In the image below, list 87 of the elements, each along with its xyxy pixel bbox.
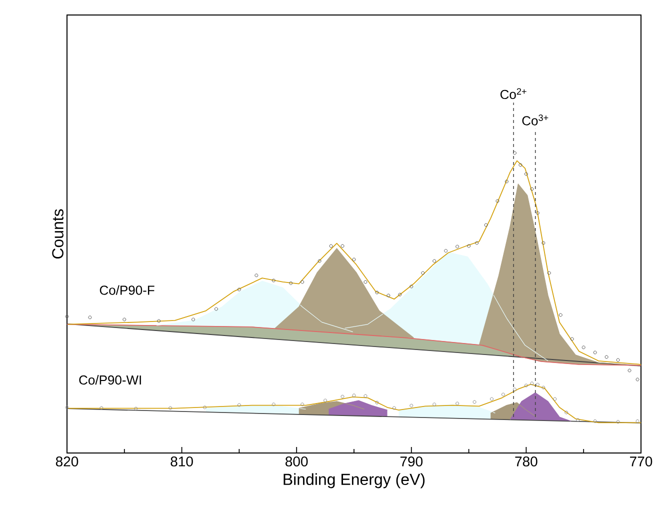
point (518, 163, 522, 167)
point (501, 392, 505, 396)
point (536, 211, 540, 215)
point (547, 271, 551, 275)
point (272, 278, 276, 282)
point (536, 382, 540, 386)
y-axis-title: Counts (52, 209, 64, 259)
point (214, 307, 218, 311)
point (576, 418, 580, 422)
point (300, 280, 304, 284)
point (134, 406, 138, 410)
point (467, 244, 471, 248)
point (364, 394, 368, 398)
point (398, 292, 402, 296)
point (100, 406, 104, 410)
point (157, 319, 161, 323)
point (530, 382, 534, 386)
point (392, 406, 396, 410)
point (254, 274, 258, 278)
point (616, 358, 620, 362)
annotation: Co/P90-WI (79, 375, 141, 385)
x-tick-label: 810 (170, 456, 193, 466)
point (628, 368, 632, 372)
point (352, 394, 356, 398)
point (512, 151, 516, 155)
point (237, 403, 241, 407)
point (570, 337, 574, 341)
point (432, 402, 436, 406)
point (364, 280, 368, 284)
point (564, 410, 568, 414)
point (272, 402, 276, 406)
point (558, 313, 562, 317)
point (375, 290, 379, 294)
point (604, 355, 608, 359)
point (496, 199, 500, 203)
point (410, 284, 414, 288)
point (593, 350, 597, 354)
point (542, 386, 546, 390)
point (504, 180, 508, 184)
point (318, 259, 322, 263)
point (65, 314, 69, 318)
point (300, 402, 304, 406)
x-tick-label: 800 (286, 456, 308, 466)
ref-line-label: Co$^{2+}$ (500, 88, 526, 100)
point (168, 406, 172, 410)
point (456, 244, 460, 248)
point (410, 404, 414, 408)
point (524, 172, 528, 176)
point (289, 281, 293, 285)
point (421, 271, 425, 275)
point (352, 258, 356, 262)
x-tick-label: 820 (56, 456, 78, 466)
point (593, 419, 597, 423)
point (386, 294, 390, 298)
point (636, 378, 640, 382)
point (530, 187, 534, 191)
point (203, 406, 207, 410)
point (65, 406, 69, 410)
x-tick-label: 780 (515, 456, 538, 466)
point (444, 249, 448, 253)
point (636, 419, 640, 423)
point (456, 402, 460, 406)
point (324, 398, 328, 402)
point (375, 400, 379, 404)
point (582, 346, 586, 350)
point (340, 244, 344, 248)
x-tick-label: 770 (630, 456, 652, 466)
x-tick-label: 790 (400, 456, 423, 466)
point (88, 316, 92, 320)
point (553, 397, 557, 401)
point (432, 259, 436, 263)
point (237, 288, 241, 292)
point (616, 420, 620, 424)
x-axis-title: Binding Energy (eV) (284, 473, 425, 488)
point (122, 318, 126, 322)
point (475, 241, 479, 245)
point (192, 318, 196, 322)
point (490, 397, 494, 401)
point (524, 384, 528, 388)
ref-line-label: Co$^{3+}$ (522, 114, 548, 126)
annotation: Co/P90-F (100, 285, 154, 295)
point (542, 241, 546, 245)
point (472, 400, 476, 404)
point (329, 244, 333, 248)
point (340, 394, 344, 398)
point (484, 223, 488, 227)
point (512, 388, 516, 392)
